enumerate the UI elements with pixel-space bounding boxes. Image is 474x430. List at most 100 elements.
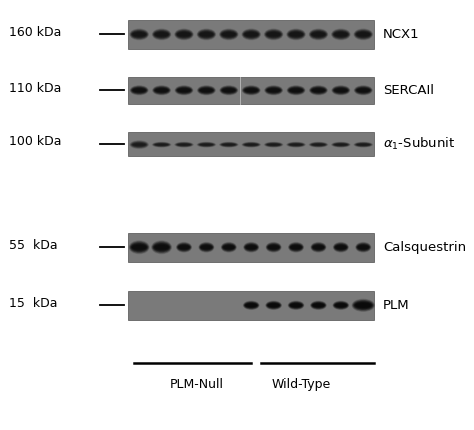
Ellipse shape [266,243,281,252]
Ellipse shape [335,304,346,307]
Ellipse shape [288,31,304,38]
Ellipse shape [242,29,260,40]
Ellipse shape [290,303,302,308]
Ellipse shape [265,142,282,147]
Text: 15  kDa: 15 kDa [9,297,58,310]
Ellipse shape [267,144,280,145]
Ellipse shape [292,247,301,248]
Ellipse shape [359,247,368,248]
Ellipse shape [174,141,194,147]
Ellipse shape [246,304,257,307]
Ellipse shape [154,143,169,146]
Ellipse shape [221,243,237,252]
Ellipse shape [220,29,238,40]
Ellipse shape [288,31,304,38]
Ellipse shape [243,301,259,310]
Ellipse shape [221,242,237,253]
Ellipse shape [265,87,282,94]
Ellipse shape [132,87,147,93]
Ellipse shape [269,305,278,306]
Ellipse shape [129,240,150,254]
Ellipse shape [246,34,256,35]
Ellipse shape [287,142,305,147]
Ellipse shape [268,304,279,307]
Ellipse shape [133,32,146,37]
Ellipse shape [290,89,302,91]
Ellipse shape [246,89,257,91]
Ellipse shape [290,32,302,37]
Ellipse shape [134,90,145,91]
Ellipse shape [223,33,235,36]
Ellipse shape [288,87,304,94]
Ellipse shape [334,243,348,251]
Ellipse shape [223,144,234,145]
Ellipse shape [133,246,145,248]
Ellipse shape [134,89,145,91]
Ellipse shape [289,301,303,309]
Ellipse shape [247,247,255,248]
Ellipse shape [267,32,280,37]
Ellipse shape [334,302,348,309]
Ellipse shape [268,246,279,249]
Ellipse shape [155,144,168,146]
Ellipse shape [176,143,192,147]
Ellipse shape [223,245,235,249]
Ellipse shape [175,86,192,95]
Ellipse shape [309,28,328,40]
Text: PLM: PLM [383,299,410,312]
Ellipse shape [198,242,214,253]
Ellipse shape [267,302,280,308]
Ellipse shape [244,87,259,93]
Ellipse shape [244,243,259,252]
Ellipse shape [154,143,170,147]
Ellipse shape [174,29,193,40]
Ellipse shape [177,143,191,146]
Ellipse shape [152,141,172,147]
Ellipse shape [311,143,326,146]
Ellipse shape [266,88,281,93]
Ellipse shape [131,243,147,252]
Ellipse shape [152,28,172,40]
Ellipse shape [243,31,259,38]
Ellipse shape [288,87,304,93]
Ellipse shape [200,32,213,37]
Ellipse shape [155,32,168,37]
Ellipse shape [131,244,147,251]
Ellipse shape [152,241,172,254]
Ellipse shape [356,303,371,307]
Ellipse shape [198,142,215,147]
Ellipse shape [314,247,323,248]
Ellipse shape [268,245,279,249]
Ellipse shape [356,88,370,92]
Ellipse shape [269,246,278,249]
Ellipse shape [357,89,369,92]
Ellipse shape [201,246,211,249]
Ellipse shape [222,88,236,93]
Ellipse shape [353,301,373,310]
Ellipse shape [357,89,369,91]
Ellipse shape [266,302,281,309]
Ellipse shape [356,243,371,252]
Ellipse shape [244,32,258,37]
Ellipse shape [224,90,234,91]
Ellipse shape [200,244,213,251]
Ellipse shape [313,34,324,35]
Ellipse shape [201,90,212,91]
Ellipse shape [133,88,146,92]
Ellipse shape [219,29,238,40]
Ellipse shape [334,88,347,92]
Ellipse shape [267,33,280,36]
Ellipse shape [197,28,216,40]
Ellipse shape [243,142,260,147]
Ellipse shape [130,86,148,95]
Ellipse shape [357,304,370,306]
Ellipse shape [176,87,191,93]
Ellipse shape [223,89,235,92]
Ellipse shape [266,31,281,37]
Ellipse shape [223,34,234,35]
Ellipse shape [358,90,368,91]
Ellipse shape [335,89,346,91]
Ellipse shape [264,28,283,40]
Ellipse shape [267,144,281,146]
Ellipse shape [242,85,261,95]
